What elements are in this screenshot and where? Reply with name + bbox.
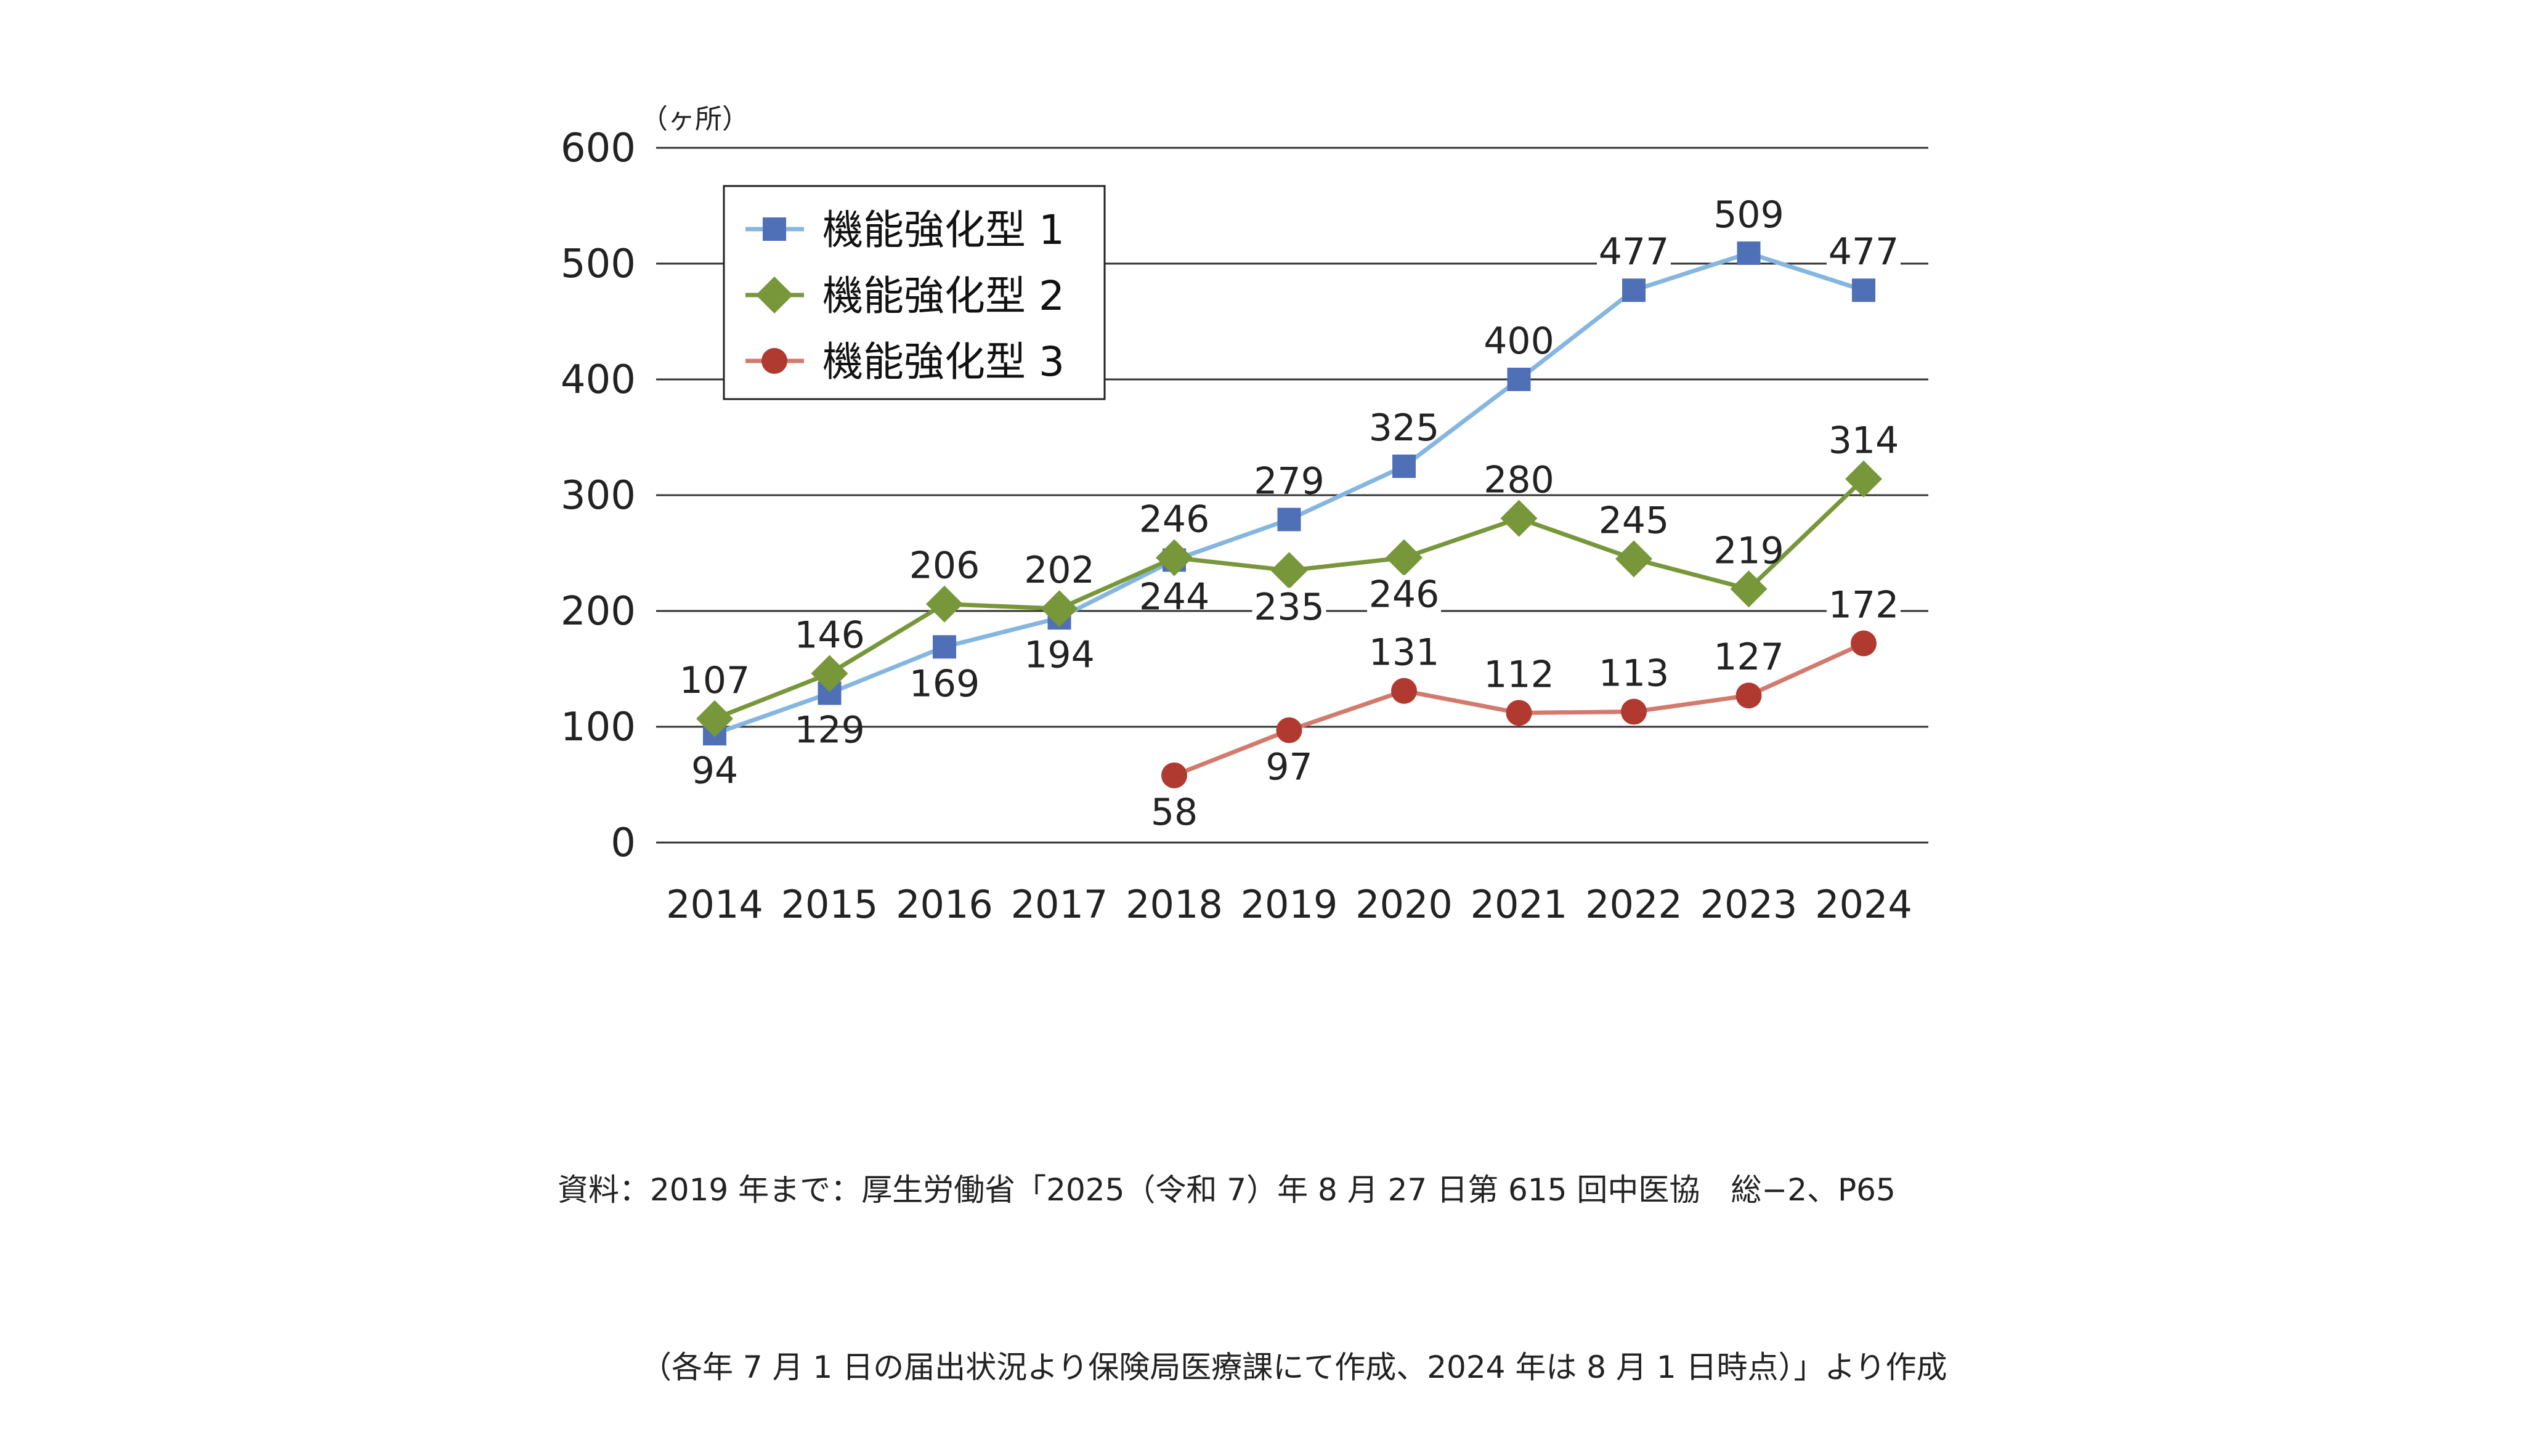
data-label-series2-2022: 245	[1599, 499, 1670, 542]
x-tick-label-2022: 2022	[1585, 882, 1683, 927]
x-tick-label-2023: 2023	[1700, 882, 1798, 927]
x-tick-label-2014: 2014	[666, 882, 763, 927]
data-label-series1-2022: 477	[1599, 230, 1670, 273]
x-tick-label-2015: 2015	[781, 882, 879, 927]
label-backdrop-series1-2022	[1597, 232, 1671, 272]
marker-series3-2023	[1735, 682, 1762, 709]
legend-marker-1	[763, 217, 786, 241]
y-tick-label-0: 0	[611, 820, 636, 866]
label-backdrop-series3-2024	[1827, 585, 1901, 625]
marker-series1-2020	[1392, 455, 1416, 478]
marker-series1-2021	[1507, 368, 1531, 391]
marker-series2-2022	[1615, 540, 1652, 578]
y-tick-label-600: 600	[561, 126, 636, 171]
marker-series2-2020	[1386, 539, 1423, 576]
data-label-series1-2023: 509	[1713, 193, 1784, 237]
legend-label-3: 機能強化型 3	[822, 338, 1065, 386]
marker-series1-2016	[933, 635, 956, 659]
legend-marker-3	[761, 348, 787, 374]
legend-label-2: 機能強化型 2	[822, 272, 1065, 320]
x-tick-label-2017: 2017	[1011, 882, 1108, 927]
data-label-series2-2020: 246	[1369, 573, 1440, 617]
series-group	[696, 241, 1882, 788]
label-backdrop-series2-2019	[1252, 588, 1326, 628]
data-label-series3-2019: 97	[1265, 746, 1312, 789]
label-backdrop-series1-2024	[1827, 232, 1901, 272]
data-label-series2-2021: 280	[1484, 459, 1554, 502]
data-label-series3-2020: 131	[1369, 631, 1440, 674]
data-label-series3-2018: 58	[1151, 791, 1198, 834]
y-axis: 0 100 200 300 400 500 600	[561, 126, 636, 866]
marker-series2-2016	[926, 585, 963, 623]
data-label-series1-2016: 169	[909, 662, 980, 705]
legend: 機能強化型 1 機能強化型 2 機能強化型 3	[723, 185, 1106, 400]
x-tick-label-2018: 2018	[1126, 882, 1223, 927]
marker-series1-2024	[1852, 278, 1875, 302]
marker-series3-2022	[1621, 698, 1647, 725]
y-tick-label-500: 500	[561, 241, 636, 287]
marker-series2-2014	[696, 700, 733, 737]
data-label-series1-2024: 477	[1829, 230, 1899, 273]
marker-series1-2023	[1737, 241, 1761, 265]
x-tick-label-2020: 2020	[1355, 882, 1453, 927]
marker-series2-2019	[1270, 552, 1308, 589]
data-labels: 94 129 169 194 244 279 325 400 477 509 477 107 146 20…	[680, 193, 1901, 834]
x-tick-label-2021: 2021	[1471, 882, 1568, 927]
marker-series2-2021	[1500, 499, 1538, 537]
y-tick-label-200: 200	[561, 589, 636, 634]
line-chart: 0 100 200 300 400 500 600 2014 2015 2016 2017 2018…	[561, 103, 1928, 927]
data-label-series2-2019: 235	[1254, 586, 1325, 629]
marker-series1-2019	[1277, 508, 1301, 532]
marker-series2-2018	[1156, 539, 1193, 576]
source-line-2: （各年 7 月 1 日の届出状況より保険局医療課にて作成、2024 年は 8 月…	[641, 1349, 1947, 1385]
marker-series2-2017	[1041, 590, 1078, 628]
x-tick-label-2016: 2016	[896, 882, 993, 927]
data-label-series1-2014: 94	[691, 749, 738, 792]
x-tick-label-2019: 2019	[1241, 882, 1338, 927]
data-label-series1-2020: 325	[1369, 406, 1440, 450]
x-axis: 2014 2015 2016 2017 2018 2019 2020 2021 2022 2023…	[666, 882, 1912, 927]
data-label-series2-2016: 206	[909, 544, 980, 588]
marker-series3-2021	[1506, 700, 1532, 726]
y-tick-label-100: 100	[561, 705, 636, 750]
data-label-series3-2023: 127	[1713, 636, 1784, 679]
marker-series3-2020	[1391, 677, 1417, 704]
data-label-series3-2021: 112	[1484, 653, 1554, 696]
x-tick-label-2024: 2024	[1815, 882, 1912, 927]
y-axis-unit-label: （ヶ所）	[641, 103, 749, 135]
data-label-series1-2015: 129	[794, 708, 865, 751]
data-label-series2-2023: 219	[1713, 529, 1784, 572]
y-tick-label-300: 300	[561, 473, 636, 519]
data-label-series1-2017: 194	[1024, 633, 1095, 676]
data-label-series1-2019: 279	[1254, 459, 1325, 503]
data-label-series3-2024: 172	[1829, 584, 1899, 627]
data-label-series1-2021: 400	[1484, 320, 1554, 363]
marker-series3-2024	[1851, 630, 1877, 657]
legend-marker-2	[756, 277, 793, 313]
marker-series2-2023	[1730, 570, 1768, 608]
data-label-series2-2024: 314	[1829, 419, 1899, 463]
data-label-series2-2017: 202	[1024, 549, 1095, 592]
legend-label-1: 機能強化型 1	[822, 206, 1065, 254]
marker-series3-2019	[1276, 717, 1302, 743]
source-note: 資料：2019 年まで：厚生労働省「2025（令和 7）年 8 月 27 日第 …	[558, 1042, 1947, 1456]
source-line-1: 資料：2019 年まで：厚生労働省「2025（令和 7）年 8 月 27 日第 …	[558, 1172, 1896, 1208]
marker-series3-2018	[1161, 762, 1187, 788]
data-label-series1-2018: 244	[1139, 575, 1210, 618]
data-label-series2-2015: 146	[794, 614, 865, 657]
y-tick-label-400: 400	[561, 357, 636, 403]
label-backdrop-series2-2020	[1367, 575, 1441, 615]
data-label-series3-2022: 113	[1599, 652, 1670, 695]
data-label-series2-2014: 107	[680, 659, 750, 702]
marker-series1-2022	[1622, 278, 1646, 302]
marker-series2-2015	[811, 655, 848, 692]
data-label-series2-2018: 246	[1139, 498, 1210, 541]
marker-series2-2024	[1845, 460, 1882, 498]
label-backdrop-series2-2018	[1137, 499, 1211, 540]
